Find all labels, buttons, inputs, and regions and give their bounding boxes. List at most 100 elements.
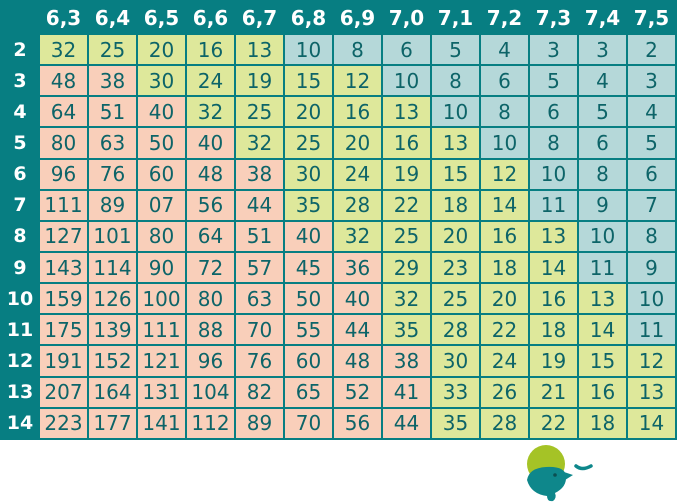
table-cell: 11 [626,313,677,347]
table-cell: 2 [626,32,677,67]
table-cell: 164 [87,375,138,409]
col-header: 7,5 [626,0,677,35]
table-cell: 26 [479,375,530,409]
table-cell: 21 [528,375,579,409]
table-cell: 111 [38,188,89,222]
table-cell: 12 [332,64,383,98]
table-cell: 16 [332,95,383,129]
footer [0,440,677,502]
table-cell: 24 [185,64,236,98]
table-cell: 101 [87,219,138,253]
table-cell: 51 [87,95,138,129]
table-cell: 114 [87,250,138,285]
table-cell: 89 [87,188,138,222]
table-cell: 3 [528,32,579,67]
table-cell: 159 [38,282,89,316]
table-cell: 07 [136,188,187,222]
table-cell: 38 [381,344,432,378]
table-cell: 40 [185,126,236,160]
row-header: 12 [0,344,40,378]
table-cell: 20 [332,126,383,160]
table-cell: 141 [136,406,187,441]
table-cell: 40 [332,282,383,316]
col-header: 6,6 [185,0,236,35]
table-cell: 8 [332,32,383,67]
table-cell: 35 [283,188,334,222]
table-cell: 9 [626,250,677,285]
table-cell: 19 [381,157,432,191]
table-cell: 33 [430,375,481,409]
col-header: 6,4 [87,0,138,35]
table-cell: 38 [234,157,285,191]
table-cell: 5 [626,126,677,160]
table-cell: 15 [430,157,481,191]
table-cell: 35 [381,313,432,347]
table-cell: 175 [38,313,89,347]
table-cell: 8 [626,219,677,253]
table-cell: 11 [528,188,579,222]
table-cell: 191 [38,344,89,378]
table-cell: 18 [479,250,530,285]
table-row: 13 207 164 131 104 82 65 52 41 33 26 21 16 13 [0,375,677,409]
data-table: 6,3 6,4 6,5 6,6 6,7 6,8 6,9 7,0 7,1 7,2 7,3 7,4 7,5 … [0,0,677,441]
table-cell: 51 [234,219,285,253]
table-row: 9 143 114 90 72 57 45 36 29 23 18 14 11 9 [0,250,677,285]
table-cell: 40 [136,95,187,129]
table-cell: 19 [528,344,579,378]
table-cell: 63 [234,282,285,316]
table-cell: 12 [626,344,677,378]
col-header: 6,5 [136,0,187,35]
table-cell: 13 [528,219,579,253]
table-cell: 70 [283,406,334,441]
header-row: 6,3 6,4 6,5 6,6 6,7 6,8 6,9 7,0 7,1 7,2 7,3 7,4 7,5 [0,0,677,35]
table-cell: 20 [479,282,530,316]
table-cell: 41 [381,375,432,409]
row-header: 7 [0,188,40,222]
table-row: 4 64 51 40 32 25 20 16 13 10 8 6 5 4 [0,95,677,129]
table-cell: 4 [626,95,677,129]
table-cell: 18 [430,188,481,222]
row-header: 4 [0,95,40,129]
table-cell: 15 [283,64,334,98]
table-cell: 52 [332,375,383,409]
table-row: 14 223 177 141 112 89 70 56 44 35 28 22 18 14 [0,406,677,441]
table-cell: 13 [234,32,285,67]
bird-logo [527,445,593,502]
table-cell: 40 [283,219,334,253]
table-cell: 35 [430,406,481,441]
table-row: 12 191 152 121 96 76 60 48 38 30 24 19 15 12 [0,344,677,378]
table-cell: 152 [87,344,138,378]
table-cell: 25 [234,95,285,129]
table-cell: 32 [332,219,383,253]
col-header: 7,0 [381,0,432,35]
table-cell: 5 [430,32,481,67]
table-cell: 13 [626,375,677,409]
table-cell: 8 [430,64,481,98]
table-cell: 112 [185,406,236,441]
table-cell: 50 [283,282,334,316]
col-header: 6,8 [283,0,334,35]
row-header: 9 [0,250,40,285]
col-header: 6,9 [332,0,383,35]
col-header: 6,7 [234,0,285,35]
logo-bird-eye [553,473,557,477]
table-cell: 25 [381,219,432,253]
row-header: 3 [0,64,40,98]
table-cell: 44 [234,188,285,222]
table-cell: 88 [185,313,236,347]
table-cell: 9 [577,188,628,222]
table-cell: 28 [430,313,481,347]
table-cell: 100 [136,282,187,316]
table-cell: 24 [479,344,530,378]
table-cell: 6 [577,126,628,160]
table-row: 6 96 76 60 48 38 30 24 19 15 12 10 8 6 [0,157,677,191]
table-cell: 13 [430,126,481,160]
table-cell: 24 [332,157,383,191]
table-cell: 14 [577,313,628,347]
table-cell: 6 [479,64,530,98]
table-cell: 56 [332,406,383,441]
table-cell: 36 [332,250,383,285]
table-cell: 10 [430,95,481,129]
table-cell: 10 [626,282,677,316]
table-cell: 16 [185,32,236,67]
